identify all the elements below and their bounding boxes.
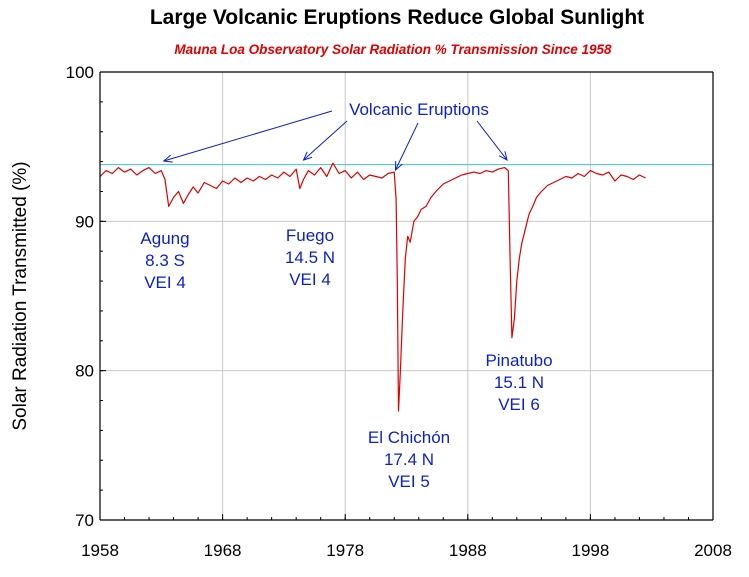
annotation-elchichon-line-2: VEI 5	[388, 472, 430, 491]
annotation-fuego-line-0: Fuego	[286, 226, 334, 245]
annotation-elchichon-line-1: 17.4 N	[384, 450, 434, 469]
annotation-agung-line-1: 8.3 S	[145, 251, 185, 270]
annotation-pinatubo-line-2: VEI 6	[498, 395, 540, 414]
transmission-series-line	[99, 162, 646, 412]
y-tick-label: 80	[75, 362, 94, 381]
y-tick-label: 100	[66, 63, 94, 82]
y-axis-ticks: 70 80 90 100	[66, 63, 106, 530]
eruption-arrows	[162, 110, 508, 172]
y-tick-label: 90	[75, 212, 94, 231]
x-axis-ticks: 1958 1968 1978 1988 1998 2008	[81, 514, 732, 560]
x-tick-label: 2008	[694, 541, 732, 560]
annotation-pinatubo-line-0: Pinatubo	[485, 351, 552, 370]
chart-title: Large Volcanic Eruptions Reduce Global S…	[150, 6, 644, 29]
chart-subtitle: Mauna Loa Observatory Solar Radiation % …	[174, 42, 612, 57]
arrow-fuego	[302, 120, 348, 161]
annotation-fuego-line-2: VEI 4	[289, 270, 331, 289]
annotation-elchichon-line-0: El Chichón	[368, 428, 450, 447]
x-tick-label: 1968	[204, 541, 242, 560]
annotation-pinatubo-line-1: 15.1 N	[494, 373, 544, 392]
y-axis-label: Solar Radiation Transmitted (%)	[10, 161, 31, 430]
x-tick-label: 1958	[81, 541, 119, 560]
arrow-agung	[162, 110, 333, 163]
eruption-annotations: Volcanic Eruptions Agung 8.3 S VEI 4 Fuego 14…	[140, 100, 552, 491]
annotation-eruptions-line-0: Volcanic Eruptions	[349, 100, 489, 119]
arrow-pinatubo	[476, 120, 508, 161]
annotation-agung-line-2: VEI 4	[144, 273, 186, 292]
grid-lines	[100, 72, 713, 520]
y-tick-label: 70	[75, 511, 94, 530]
x-tick-label: 1998	[571, 541, 609, 560]
x-tick-label: 1988	[449, 541, 487, 560]
annotation-agung-line-0: Agung	[140, 229, 189, 248]
arrow-elchichon	[394, 122, 419, 172]
x-tick-label: 1978	[326, 541, 364, 560]
annotation-fuego-line-1: 14.5 N	[285, 248, 335, 267]
